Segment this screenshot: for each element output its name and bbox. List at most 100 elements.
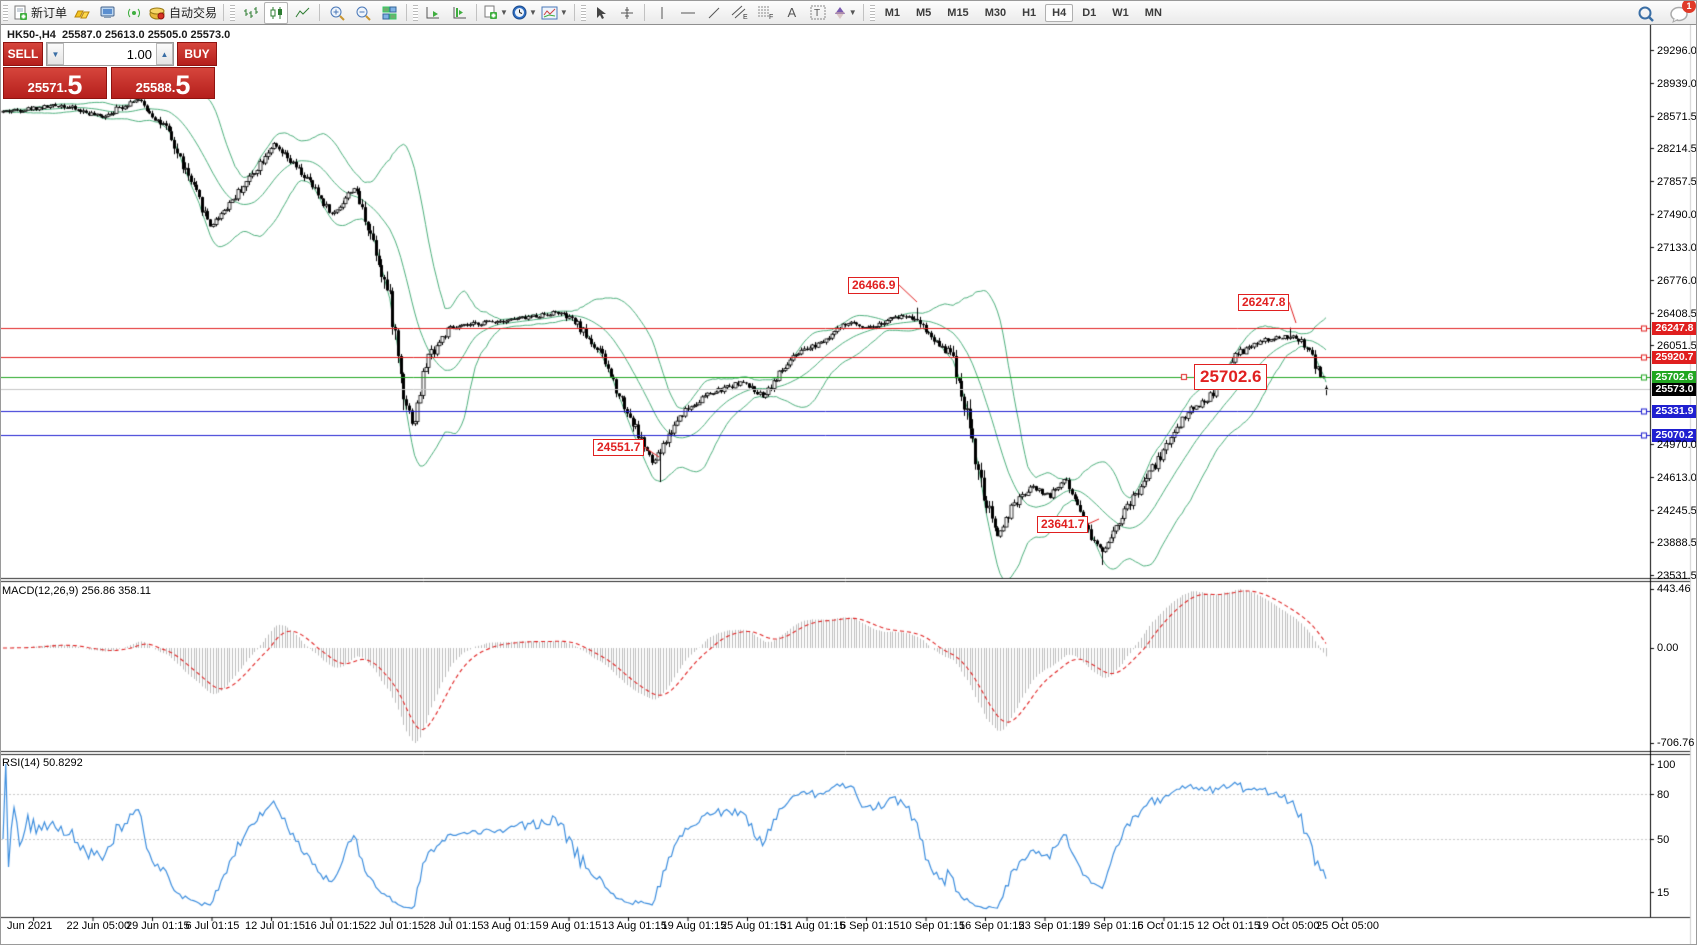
timeframe-m5[interactable]: M5 <box>916 6 932 19</box>
chat-button[interactable]: 1 <box>1667 1 1696 25</box>
rsi-indicator-label: RSI(14) 50.8292 <box>2 757 83 769</box>
bar-chart-button[interactable] <box>238 2 262 24</box>
equidistant-channel-button[interactable]: E <box>728 2 752 24</box>
price-axis-tick: 27490.0 <box>1657 208 1697 221</box>
timeframe-m30[interactable]: M30 <box>984 6 1007 19</box>
time-axis-label: 29 Sep 01:15 <box>1078 920 1144 932</box>
price-callout-23641.7[interactable]: 23641.7 <box>1037 516 1089 533</box>
tile-windows-button[interactable] <box>377 2 401 24</box>
time-axis-label: 22 Jul 01:15 <box>364 920 424 932</box>
volume-decrease-button[interactable]: ▼ <box>47 43 64 65</box>
price-callout-26247.8[interactable]: 26247.8 <box>1238 294 1290 311</box>
time-axis-label: 12 Oct 01:15 <box>1197 920 1260 932</box>
autotrade-label: 自动交易 <box>169 6 218 20</box>
buy-button[interactable]: BUY <box>177 42 217 66</box>
gold-button[interactable] <box>70 2 94 24</box>
new-order-button[interactable]: 新订单 <box>11 2 68 24</box>
price-level-label-26247.8: 26247.8 <box>1652 322 1696 335</box>
timeframe-h4[interactable]: H4 <box>1045 3 1074 22</box>
chart-area: HK50-,H4 25587.0 25613.0 25505.0 25573.0… <box>1 25 1697 944</box>
arrows-button[interactable]: ▼ <box>832 2 858 24</box>
search-icon <box>1638 6 1654 22</box>
timeframe-m15[interactable]: M15 <box>947 6 969 19</box>
time-axis-label: 25 Aug 01:15 <box>721 920 786 932</box>
timeframe-mn[interactable]: MN <box>1144 6 1162 19</box>
search-button[interactable] <box>1634 3 1658 25</box>
price-axis-tick: 26051.5 <box>1657 339 1697 352</box>
main-toolbar: 新订单 自动交易 ▼ ▼ ▼ E F A T ▼ <box>1 1 1696 25</box>
price-callout-24551.7[interactable]: 24551.7 <box>593 439 645 456</box>
fibonacci-button[interactable]: F <box>754 2 778 24</box>
rsi-axis-tick: 80 <box>1657 788 1670 801</box>
volume-increase-button[interactable]: ▲ <box>156 43 173 65</box>
timeframe-h1[interactable]: H1 <box>1022 6 1037 19</box>
zoom-in-button[interactable] <box>325 2 349 24</box>
periods-button[interactable]: ▼ <box>511 2 538 24</box>
buy-price-quote[interactable]: 25588. 5 <box>111 67 215 99</box>
volume-input[interactable] <box>64 43 156 65</box>
price-axis-tick: 23531.5 <box>1657 569 1697 582</box>
time-axis-label: 9 Aug 01:15 <box>542 920 602 932</box>
sell-price-quote[interactable]: 25571. 5 <box>3 67 107 99</box>
text-label-button[interactable]: T <box>806 2 830 24</box>
chart-canvas[interactable] <box>1 25 1696 944</box>
time-axis-label: 6 Sep 01:15 <box>840 920 900 932</box>
new-order-icon <box>14 5 27 20</box>
sell-button[interactable]: SELL <box>3 42 43 66</box>
rsi-axis-tick: 50 <box>1657 833 1670 846</box>
horizontal-line-button[interactable] <box>676 2 700 24</box>
timeframe-m1[interactable]: M1 <box>884 6 900 19</box>
text-button[interactable]: A <box>780 2 804 24</box>
auto-scroll-button[interactable] <box>421 2 445 24</box>
one-click-trading-panel: SELL ▼ ▲ BUY 25571.5 25588.5 <box>3 42 217 99</box>
svg-text:F: F <box>769 14 773 20</box>
terminal-icon <box>100 6 115 18</box>
crosshair-icon <box>620 6 633 19</box>
rsi-axis-tick: 100 <box>1657 758 1676 771</box>
timeframe-w1[interactable]: W1 <box>1112 6 1129 19</box>
signals-button[interactable] <box>122 2 146 24</box>
text-icon: A <box>787 5 797 20</box>
time-axis-label: 23 Sep 01:15 <box>1018 920 1084 932</box>
line-chart-button[interactable] <box>290 2 314 24</box>
time-axis-label: 25 Oct 05:00 <box>1316 920 1379 932</box>
fibonacci-icon: F <box>757 6 773 20</box>
crosshair-button[interactable] <box>615 2 639 24</box>
price-axis-tick: 27857.5 <box>1657 175 1697 188</box>
cursor-button[interactable] <box>589 2 613 24</box>
volume-stepper: ▼ ▲ <box>46 42 174 66</box>
price-level-label-25920.7: 25920.7 <box>1652 351 1696 364</box>
trendline-button[interactable] <box>702 2 726 24</box>
rsi-axis-tick: 15 <box>1657 886 1670 899</box>
vertical-line-button[interactable] <box>650 2 674 24</box>
zoom-out-icon <box>356 6 371 21</box>
time-axis-label: 16 Sep 01:15 <box>959 920 1025 932</box>
timeframe-d1[interactable]: D1 <box>1082 6 1097 19</box>
time-axis-label: 22 Jun 05:00 <box>66 920 131 932</box>
candlestick-button[interactable] <box>264 1 289 24</box>
chart-shift-icon <box>453 6 467 18</box>
new-chart-button[interactable]: ▼ <box>482 2 509 24</box>
indicators-button[interactable]: ▼ <box>540 2 569 24</box>
chart-shift-button[interactable] <box>447 2 471 24</box>
price-callout-26466.9[interactable]: 26466.9 <box>848 277 900 294</box>
signal-icon <box>128 8 140 18</box>
new-order-label: 新订单 <box>31 6 68 20</box>
zoom-in-icon <box>330 6 345 21</box>
line-chart-icon <box>295 7 309 17</box>
timeframe-bar: M1 M5 M15 M30 H1 H4 D1 W1 MN <box>877 3 1170 22</box>
macd-axis-tick: -706.76 <box>1657 737 1695 749</box>
big-price-label-25702.6[interactable]: 25702.6 <box>1194 364 1268 390</box>
price-axis-tick: 24970.0 <box>1657 438 1697 451</box>
price-level-label-25331.9: 25331.9 <box>1652 405 1696 418</box>
chart-ohlc-title: HK50-,H4 25587.0 25613.0 25505.0 25573.0 <box>7 29 231 41</box>
auto-scroll-icon <box>426 6 440 18</box>
autotrade-button[interactable]: 自动交易 <box>148 2 218 24</box>
equidistant-channel-icon: E <box>731 5 748 20</box>
cursor-icon <box>597 6 607 19</box>
time-axis-label: 12 Jul 01:15 <box>245 920 305 932</box>
terminal-button[interactable] <box>96 2 120 24</box>
time-axis-label: 19 Oct 05:00 <box>1256 920 1320 932</box>
vertical-line-icon <box>661 6 663 19</box>
zoom-out-button[interactable] <box>351 2 375 24</box>
